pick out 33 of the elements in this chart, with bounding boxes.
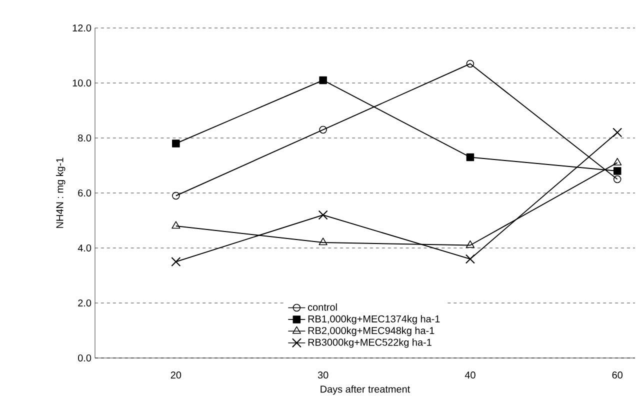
point — [466, 153, 474, 162]
x-tick-label: 30 — [318, 371, 328, 379]
y-tick-label: 0.0 — [78, 354, 92, 362]
point — [172, 140, 180, 148]
x-tick-label: 60 — [612, 371, 623, 379]
point — [318, 238, 328, 246]
legend-label: RB3000kg+MEC522kg ha-1 — [308, 338, 432, 348]
point — [613, 167, 622, 175]
y-tick-label: 4.0 — [78, 244, 92, 252]
point — [466, 60, 474, 68]
y-tick-label: 12.0 — [72, 24, 92, 32]
point — [318, 210, 328, 220]
point — [319, 76, 327, 84]
point — [172, 192, 180, 200]
point — [612, 128, 622, 138]
y-tick-label: 2.0 — [78, 299, 92, 307]
y-tick-label: 8.0 — [78, 134, 92, 142]
point — [172, 221, 180, 229]
y-axis-title: NH4N : mg kg-1 — [56, 158, 66, 228]
y-tick-label: 6.0 — [78, 189, 92, 197]
legend-label: RB1,000kg+MEC1374kg ha-1 — [308, 315, 440, 324]
x-tick-label: 20 — [170, 371, 182, 379]
point — [466, 254, 475, 264]
x-axis-title: Days after treatment — [320, 385, 410, 395]
legend-label: RB2,000kg+MEC948kg ha-1 — [308, 326, 434, 336]
point — [613, 158, 622, 166]
y-tick-label: 10.0 — [72, 79, 92, 87]
point — [171, 257, 181, 266]
legend-label: control — [308, 303, 337, 311]
point — [613, 175, 622, 184]
point — [319, 126, 327, 134]
point — [466, 240, 474, 248]
x-tick-label: 40 — [464, 371, 476, 379]
